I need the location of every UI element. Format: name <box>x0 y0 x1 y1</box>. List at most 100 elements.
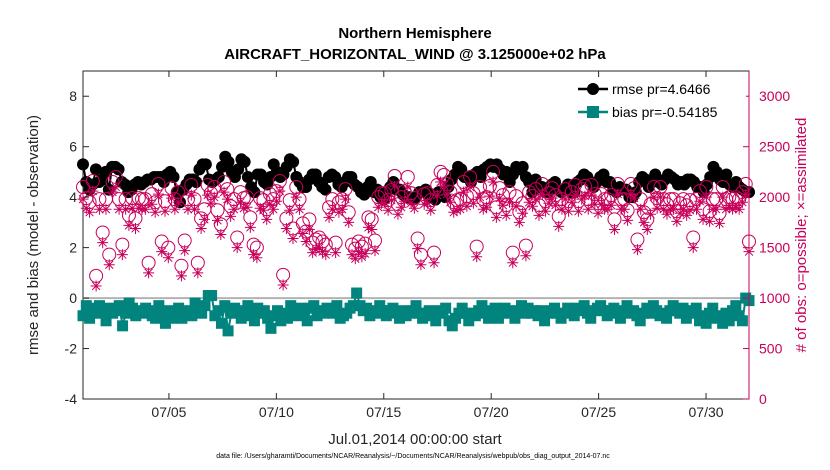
assimilated-point <box>231 242 243 254</box>
assimilated-point <box>691 203 703 215</box>
assimilated-point <box>126 202 138 214</box>
bias-point <box>707 302 719 314</box>
y-tick-label: 0 <box>69 290 77 306</box>
assimilated-point <box>681 209 693 221</box>
assimilated-point <box>244 221 256 233</box>
assimilated-point <box>143 267 155 279</box>
bias-point <box>97 305 109 317</box>
assimilated-point <box>717 191 729 203</box>
bias-point <box>539 315 551 327</box>
assimilated-point <box>697 213 709 225</box>
assimilated-point <box>563 205 575 217</box>
bias-point <box>281 312 293 324</box>
possible-point <box>95 225 110 240</box>
assimilated-point <box>595 198 607 210</box>
assimilated-point <box>421 197 433 209</box>
possible-point <box>102 247 117 262</box>
assimilated-point <box>526 200 538 212</box>
assimilated-point <box>549 199 561 211</box>
x-tick-label: 07/20 <box>474 404 509 420</box>
assimilated-point <box>156 246 168 258</box>
rmse-point <box>112 163 125 176</box>
assimilated-point <box>113 203 125 215</box>
assimilated-point <box>349 253 361 265</box>
assimilated-point <box>658 203 670 215</box>
assimilated-point <box>441 188 453 200</box>
assimilated-point <box>494 192 506 204</box>
assimilated-point <box>543 197 555 209</box>
bias-point <box>222 325 234 337</box>
bias-point <box>275 315 287 327</box>
bias-point <box>410 300 422 312</box>
y-axis-label: rmse and bias (model - observation) <box>25 115 42 355</box>
assimilated-point <box>346 249 358 261</box>
assimilated-point <box>605 199 617 211</box>
assimilated-point <box>402 181 414 193</box>
legend-rmse-marker <box>587 83 599 95</box>
y-tick-label: 4 <box>69 189 77 205</box>
assimilated-point <box>559 193 571 205</box>
assimilated-point <box>572 205 584 217</box>
assimilated-point <box>353 246 365 258</box>
assimilated-point <box>264 198 276 210</box>
legend: rmse pr=4.6466 bias pr=-0.54185 <box>578 78 746 122</box>
assimilated-point <box>507 257 519 269</box>
rmse-point <box>238 155 251 168</box>
assimilated-point <box>87 185 99 197</box>
assimilated-point <box>638 216 650 228</box>
bias-point <box>186 310 198 322</box>
bias-point <box>199 300 211 312</box>
assimilated-point <box>202 189 214 201</box>
possible-point <box>427 245 442 260</box>
assimilated-point <box>497 199 509 211</box>
assimilated-point <box>139 203 151 215</box>
assimilated-point <box>251 252 263 264</box>
assimilated-point <box>212 214 224 226</box>
assimilated-point <box>415 259 427 271</box>
assimilated-point <box>668 203 680 215</box>
assimilated-point <box>704 215 716 227</box>
bias-point <box>117 320 129 332</box>
bias-point <box>308 300 320 312</box>
bias-point <box>150 312 162 324</box>
assimilated-point <box>510 200 522 212</box>
assimilated-point <box>431 189 443 201</box>
possible-point <box>246 237 261 252</box>
rmse-point <box>167 170 180 183</box>
assimilated-point <box>100 203 112 215</box>
assimilated-point <box>471 251 483 263</box>
assimilated-point <box>418 198 430 210</box>
bias-point <box>723 315 735 327</box>
assimilated-point <box>740 188 752 200</box>
assimilated-point <box>159 205 171 217</box>
possible-point <box>230 230 245 245</box>
x-axis-label: Jul.01,2014 00:00:00 start <box>328 431 502 448</box>
chart-subtitle: AIRCRAFT_HORIZONTAL_WIND @ 3.125000e+02 … <box>224 46 606 63</box>
bias-point <box>239 307 251 319</box>
bias-point <box>328 307 340 319</box>
assimilated-point <box>343 216 355 228</box>
assimilated-point <box>116 249 128 261</box>
rmse-point <box>720 168 733 181</box>
bias-point <box>212 305 224 317</box>
assimilated-point <box>727 203 739 215</box>
assimilated-point <box>323 211 335 223</box>
assimilated-point <box>326 203 338 215</box>
y-tick-label: 8 <box>69 88 77 104</box>
rmse-point <box>241 170 254 183</box>
assimilated-point <box>359 248 371 260</box>
assimilated-point <box>589 198 601 210</box>
assimilated-point <box>80 202 92 214</box>
assimilated-point <box>490 211 502 223</box>
bias-point <box>351 287 363 299</box>
bias-point <box>440 302 452 314</box>
possible-point <box>190 255 205 270</box>
assimilated-point <box>618 203 630 215</box>
legend-rmse-label: rmse pr=4.6466 <box>612 81 711 97</box>
assimilated-point <box>366 223 378 235</box>
assimilated-point <box>84 206 96 218</box>
assimilated-point <box>592 207 604 219</box>
assimilated-point <box>720 203 732 215</box>
assimilated-point <box>513 216 525 228</box>
